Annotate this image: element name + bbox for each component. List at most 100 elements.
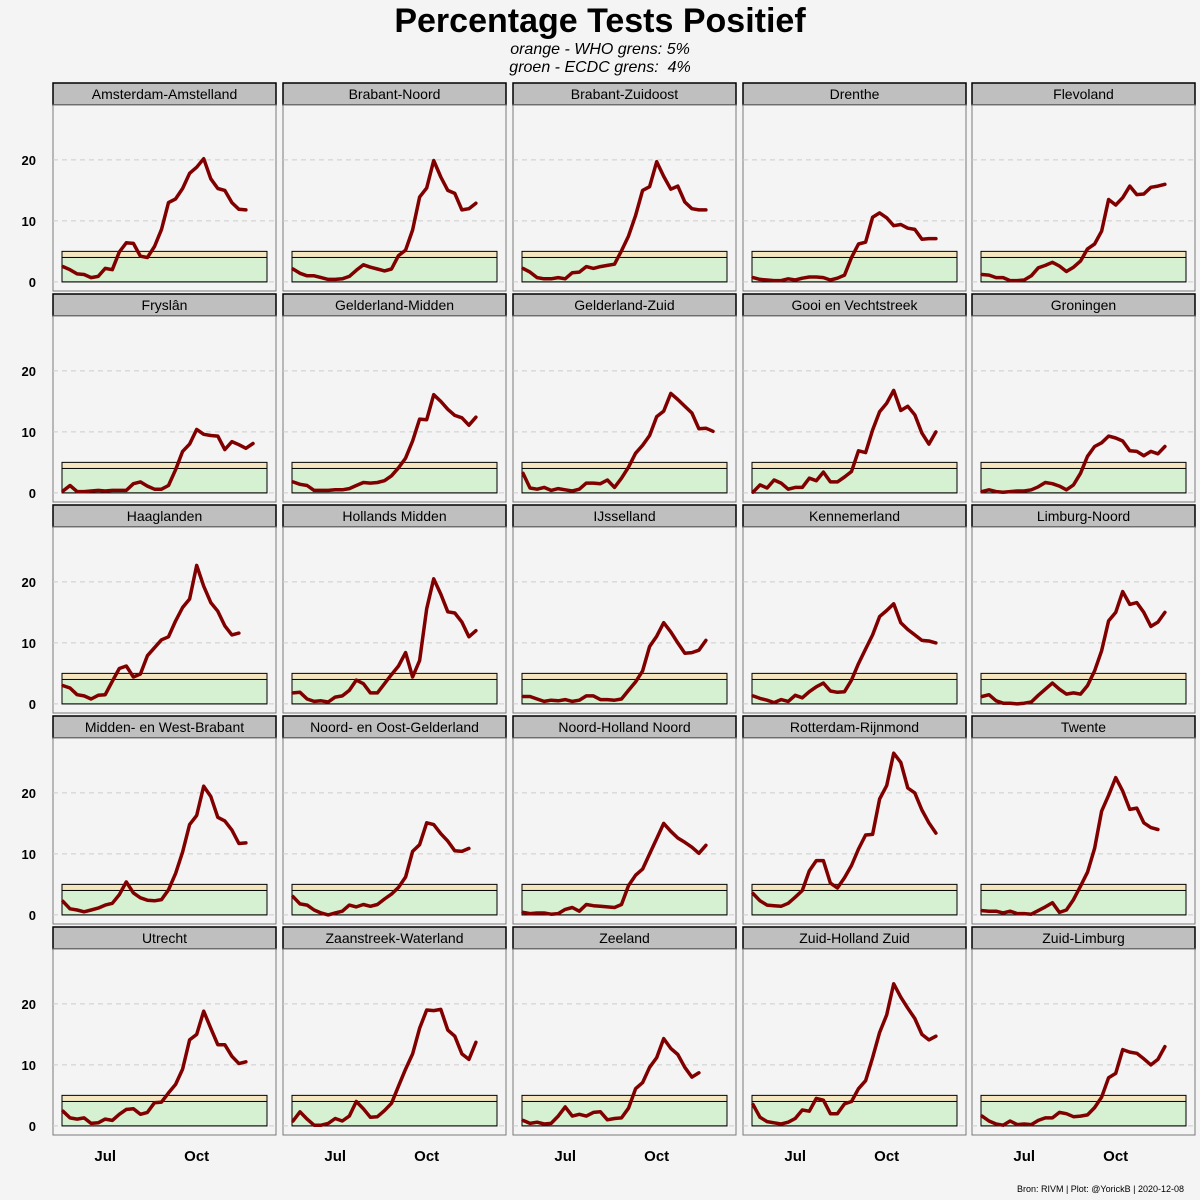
series-line — [751, 388, 938, 494]
x-tick-label: Oct — [184, 1148, 209, 1165]
y-tick-label: 20 — [22, 997, 36, 1012]
series-line — [751, 602, 938, 705]
x-tick-label: Oct — [1103, 1148, 1128, 1165]
y-tick-label: 10 — [22, 214, 36, 229]
panel-title: Flevoland — [1053, 86, 1114, 102]
series-line — [291, 577, 478, 704]
y-tick-label: 10 — [22, 636, 36, 651]
x-tick-label: Oct — [414, 1148, 439, 1165]
ecdc-threshold-band — [751, 889, 958, 916]
x-tick-label: Jul — [94, 1148, 116, 1165]
y-tick-label: 20 — [22, 364, 36, 379]
panel-ijsselland: IJsselland — [512, 504, 737, 714]
x-tick-label: Jul — [324, 1148, 346, 1165]
series-line — [61, 784, 248, 914]
y-tick-label: 20 — [22, 575, 36, 590]
panel-noord-holland-noord: Noord-Holland Noord — [512, 715, 737, 925]
y-tick-label: 10 — [22, 1058, 36, 1073]
ecdc-threshold-band — [751, 467, 958, 494]
source-caption: Bron: RIVM | Plot: @YorickB | 2020-12-08 — [1016, 1184, 1184, 1194]
x-tick-label: Jul — [1013, 1148, 1035, 1165]
panel-title: Groningen — [1051, 297, 1116, 313]
panel-title: Zeeland — [599, 930, 650, 946]
chart-title: Percentage Tests Positief — [394, 2, 806, 40]
ecdc-threshold-band — [291, 889, 498, 916]
panel-gooi-en-vechtstreek: Gooi en Vechtstreek — [742, 293, 967, 503]
panel-title: Noord- en Oost-Gelderland — [310, 719, 479, 735]
series-line — [521, 821, 708, 916]
ecdc-threshold-band — [980, 467, 1187, 494]
panel-zeeland: Zeeland — [512, 926, 737, 1136]
y-tick-label: 20 — [22, 786, 36, 801]
series-line — [521, 391, 715, 493]
panel-title: Brabant-Zuidoost — [571, 86, 679, 102]
series-line — [291, 1007, 478, 1127]
x-tick-label: Oct — [874, 1148, 899, 1165]
series-line — [61, 427, 255, 494]
panel-utrecht: Utrecht — [52, 926, 277, 1136]
panel-zuid-holland-zuid: Zuid-Holland Zuid — [742, 926, 967, 1136]
series-line — [61, 563, 241, 701]
panel-title: Amsterdam-Amstelland — [92, 86, 238, 102]
panel-title: Haaglanden — [127, 508, 203, 524]
panel-title: Kennemerland — [809, 508, 900, 524]
x-tick-label: Jul — [784, 1148, 806, 1165]
panel-title: Limburg-Noord — [1037, 508, 1130, 524]
series-line — [751, 751, 938, 909]
ecdc-threshold-band — [291, 1100, 498, 1127]
panel-title: Zuid-Limburg — [1042, 930, 1124, 946]
panel-title: Midden- en West-Brabant — [85, 719, 244, 735]
panel-gelderland-midden: Gelderland-Midden — [282, 293, 507, 503]
series-line — [291, 158, 478, 282]
panel-title: Fryslân — [142, 297, 188, 313]
panel-midden-en-west-brabant: Midden- en West-Brabant — [52, 715, 277, 925]
chart-subtitle-ecdc: groen - ECDC grens: 4% — [509, 59, 691, 76]
panel-title: Hollands Midden — [342, 508, 446, 524]
series-line — [980, 589, 1167, 706]
panel-title: Gelderland-Zuid — [574, 297, 674, 313]
ecdc-threshold-band — [980, 889, 1187, 916]
ecdc-threshold-band — [980, 256, 1187, 283]
ecdc-threshold-band — [521, 889, 728, 916]
panel-drenthe: Drenthe — [742, 82, 967, 292]
ecdc-threshold-band — [61, 678, 268, 705]
panel-title: Gelderland-Midden — [335, 297, 454, 313]
panel-amsterdam-amstelland: Amsterdam-Amstelland — [52, 82, 277, 292]
y-tick-label: 0 — [29, 275, 36, 290]
chart-subtitle-who: orange - WHO grens: 5% — [510, 41, 690, 58]
series-line — [980, 775, 1160, 916]
panel-title: Twente — [1061, 719, 1106, 735]
series-line — [521, 620, 708, 704]
ecdc-threshold-band — [291, 678, 498, 705]
panel-title: Zaanstreek-Waterland — [326, 930, 464, 946]
panel-zaanstreek-waterland: Zaanstreek-Waterland — [282, 926, 507, 1136]
panel-title: Noord-Holland Noord — [558, 719, 690, 735]
panel-title: IJsselland — [593, 508, 655, 524]
panel-title: Rotterdam-Rijnmond — [790, 719, 919, 735]
panel-title: Utrecht — [142, 930, 187, 946]
panel-noord-en-oost-gelderland: Noord- en Oost-Gelderland — [282, 715, 507, 925]
series-line — [751, 211, 938, 283]
x-tick-label: Oct — [644, 1148, 669, 1165]
y-tick-label: 0 — [29, 697, 36, 712]
panel-rotterdam-rijnmond: Rotterdam-Rijnmond — [742, 715, 967, 925]
panel-brabant-noord: Brabant-Noord — [282, 82, 507, 292]
series-line — [61, 156, 248, 280]
y-tick-label: 20 — [22, 153, 36, 168]
panel-flevoland: Flevoland — [971, 82, 1196, 292]
panel-groningen: Groningen — [971, 293, 1196, 503]
panel-brabant-zuidoost: Brabant-Zuidoost — [512, 82, 737, 292]
series-line — [291, 821, 471, 917]
y-tick-label: 10 — [22, 847, 36, 862]
series-line — [980, 434, 1167, 494]
series-line — [751, 982, 938, 1126]
panel-title: Brabant-Noord — [349, 86, 441, 102]
series-line — [61, 1009, 248, 1126]
series-line — [980, 1044, 1167, 1127]
panel-kennemerland: Kennemerland — [742, 504, 967, 714]
panel-twente: Twente — [971, 715, 1196, 925]
panel-zuid-limburg: Zuid-Limburg — [971, 926, 1196, 1136]
y-tick-label: 10 — [22, 425, 36, 440]
series-line — [521, 159, 708, 281]
